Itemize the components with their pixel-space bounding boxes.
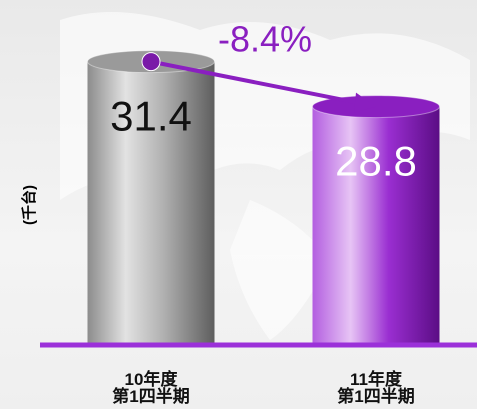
value-label: 28.8	[335, 138, 417, 185]
arrow-head	[354, 92, 376, 113]
bar	[87, 61, 215, 346]
annotation: -8.4%	[218, 19, 312, 60]
bar	[312, 106, 440, 345]
arrow-line	[150, 59, 363, 106]
value-label: 31.4	[110, 93, 192, 140]
y-axis-label: (千台)	[20, 185, 38, 225]
arrow-dot	[141, 52, 161, 72]
x-tick-label: 10年度 第1四半期	[112, 370, 190, 406]
x-tick-label: 11年度 第1四半期	[337, 370, 415, 406]
